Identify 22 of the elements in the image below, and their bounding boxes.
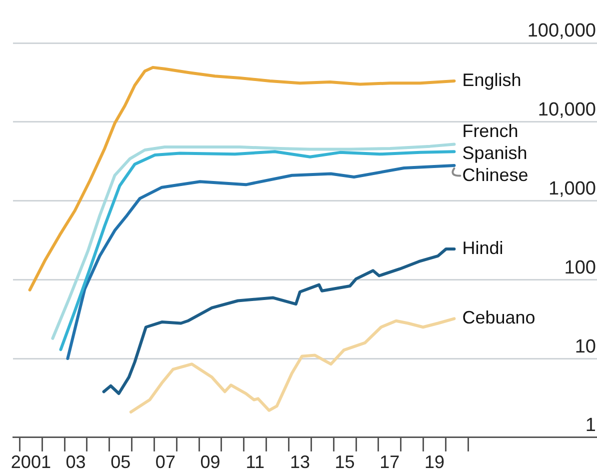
x-tick-label: 13 bbox=[290, 452, 310, 472]
series-label: Chinese bbox=[462, 164, 528, 185]
x-tick-label: 19 bbox=[424, 452, 444, 472]
series-label: Spanish bbox=[462, 142, 528, 163]
x-tick-label: 07 bbox=[155, 452, 176, 472]
y-tick-label: 10 bbox=[574, 336, 596, 358]
x-tick-label: 15 bbox=[334, 452, 355, 472]
y-tick-label: 10,000 bbox=[538, 100, 596, 121]
x-tick-label: 2001 bbox=[10, 452, 51, 472]
x-tick-label: 09 bbox=[200, 452, 220, 472]
x-tick-label: 11 bbox=[246, 452, 264, 472]
y-tick-label: 1,000 bbox=[548, 178, 596, 200]
x-tick-label: 17 bbox=[380, 452, 400, 472]
series-label: French bbox=[462, 120, 518, 141]
series-label: Hindi bbox=[462, 238, 504, 258]
x-tick-label: 05 bbox=[110, 452, 131, 472]
x-tick-label: 03 bbox=[66, 452, 86, 472]
y-tick-label: 100 bbox=[564, 257, 596, 278]
series-label: Cebuano bbox=[462, 308, 536, 328]
series-label: English bbox=[462, 70, 522, 90]
y-tick-label: 100,000 bbox=[527, 20, 596, 42]
y-tick-label: 1 bbox=[585, 415, 596, 436]
